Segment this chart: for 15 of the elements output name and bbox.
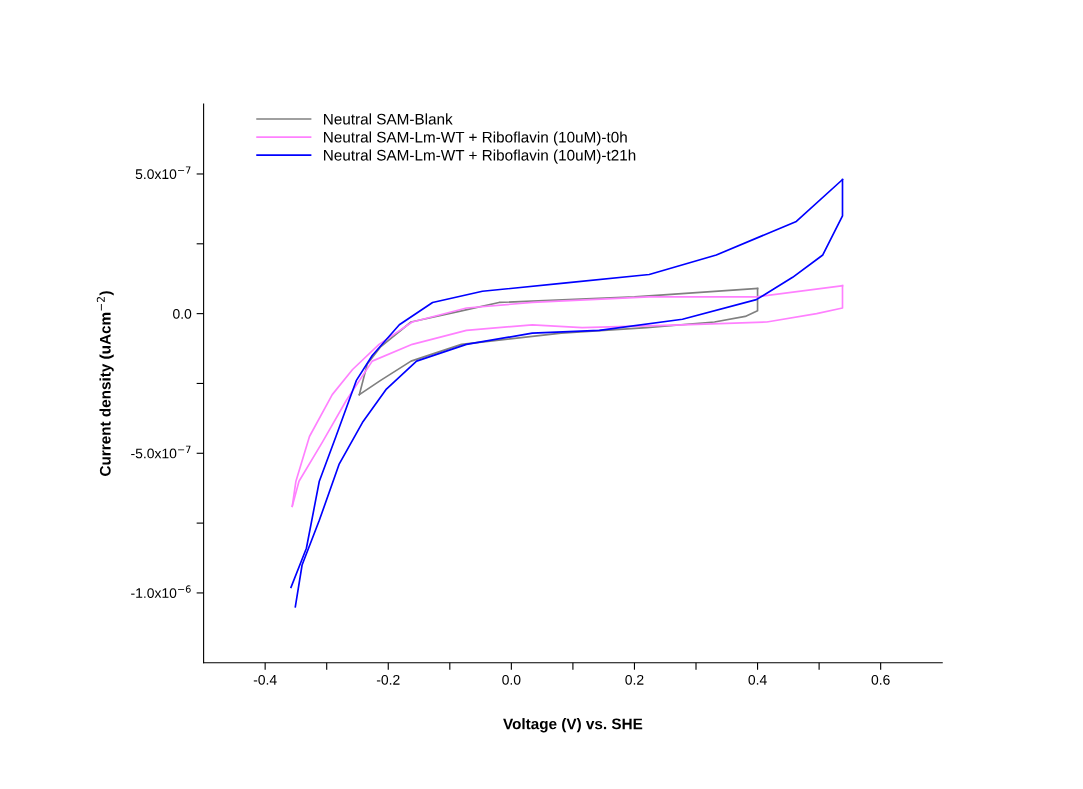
x-tick-label: 0.6 <box>871 674 890 685</box>
x-tick-label: 0.0 <box>502 674 521 685</box>
x-tick-label: -0.4 <box>253 674 277 685</box>
y-tick-label: 5.0x10$^{−7}$ <box>135 166 191 180</box>
y-tick-label: 0.0 <box>173 308 192 319</box>
x-tick-label: -0.2 <box>376 674 400 685</box>
x-axis-title: Voltage (V) vs. SHE <box>503 718 643 733</box>
legend-label: Neutral SAM-Lm-WT + Riboflavin (10uM)-t21h <box>324 149 636 164</box>
x-tick-label: 0.4 <box>748 674 767 685</box>
legend-label: Neutral SAM-Lm-WT + Riboflavin (10uM)-t0h <box>324 131 627 146</box>
legend-label: Neutral SAM-Blank <box>324 113 453 125</box>
y-tick-label: -1.0x10$^{−6}$ <box>131 585 191 598</box>
y-axis-title: Current density (uAcm$^{−2}$) <box>96 291 114 476</box>
x-tick-label: 0.2 <box>625 674 644 685</box>
y-tick-label: -5.0x10$^{−7}$ <box>131 445 191 459</box>
